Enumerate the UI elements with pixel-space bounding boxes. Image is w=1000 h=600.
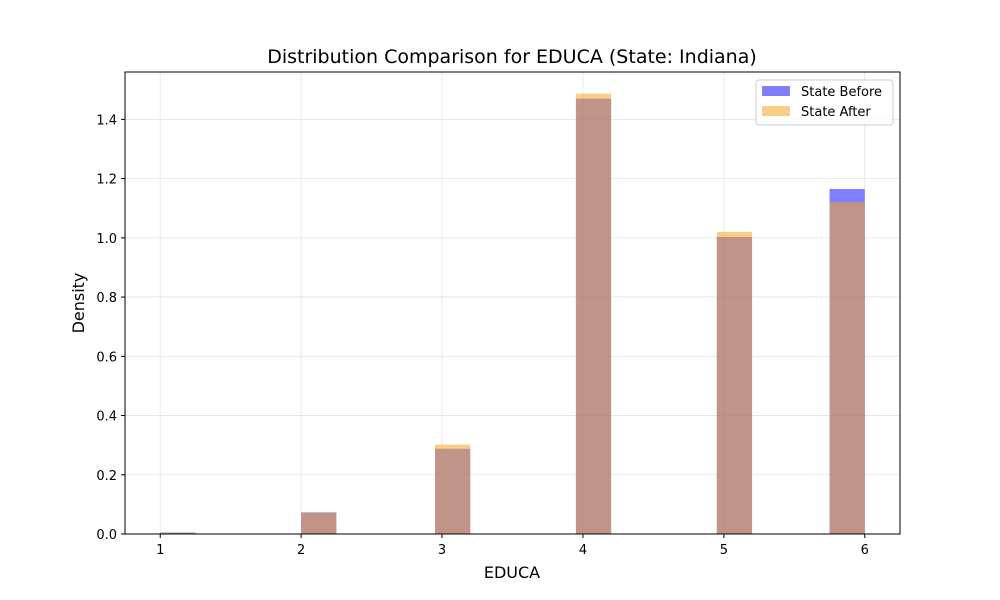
legend: State Before State After	[755, 79, 894, 126]
x-tick-label: 5	[720, 543, 728, 558]
bars-layer	[160, 93, 865, 535]
legend-label-state-after: State After	[801, 105, 871, 120]
bar-state-after	[575, 93, 612, 534]
ticks-layer: 1 2 3 4 5 6 0.0 0.2 0.4 0.6 0.8 1.0 1.2 1.4	[96, 113, 869, 558]
plot-frame	[124, 71, 901, 535]
legend-box	[755, 79, 894, 126]
y-tick-label: 0.6	[96, 350, 117, 365]
y-axis-label: Density	[69, 273, 88, 334]
y-tick-label: 0.0	[96, 528, 117, 543]
x-axis-label: EDUCA	[484, 563, 540, 582]
x-tick-label: 3	[438, 543, 446, 558]
x-tick-label: 4	[579, 543, 587, 558]
y-tick-label: 0.4	[96, 410, 117, 425]
chart-title: Distribution Comparison for EDUCA (State…	[267, 46, 757, 68]
bar-state-after	[160, 532, 196, 534]
y-tick-label: 1.2	[96, 173, 117, 188]
legend-swatch-state-after	[762, 106, 790, 116]
grid-layer	[125, 72, 900, 535]
y-tick-label: 0.8	[96, 291, 117, 306]
x-tick-label: 1	[156, 543, 164, 558]
x-tick-label: 2	[297, 543, 305, 558]
bar-state-after	[829, 202, 865, 535]
x-tick-label: 6	[861, 543, 869, 558]
y-tick-label: 0.2	[96, 469, 117, 484]
legend-swatch-state-before	[762, 86, 790, 96]
bar-state-after	[435, 444, 471, 534]
bar-state-after	[716, 231, 753, 534]
legend-label-state-before: State Before	[801, 85, 882, 100]
y-tick-label: 1.4	[96, 113, 117, 128]
bar-state-after	[301, 512, 337, 534]
y-tick-label: 1.0	[96, 232, 117, 247]
